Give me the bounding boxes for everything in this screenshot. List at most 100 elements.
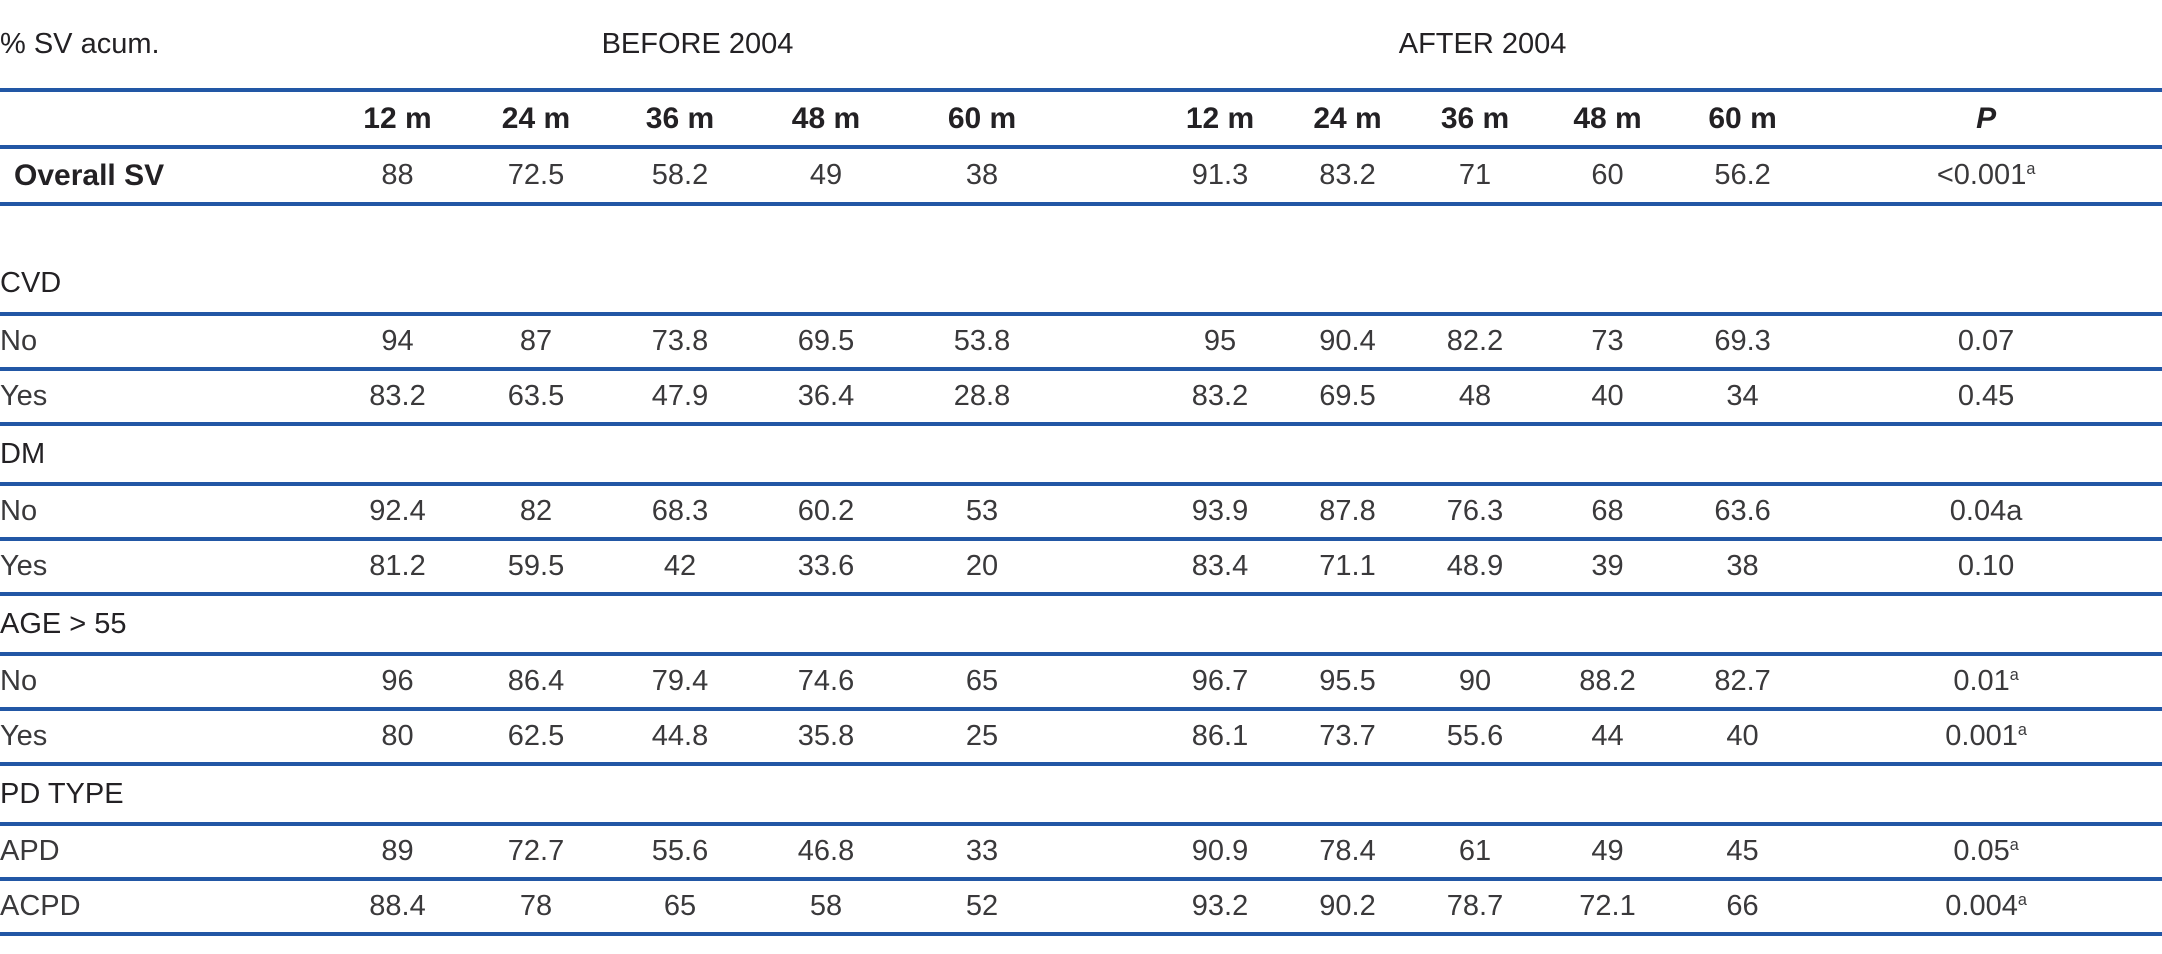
p-value: 0.001a — [1810, 709, 2162, 766]
cell-before-24m: 72.5 — [465, 147, 607, 206]
cell-after-12m: 93.2 — [1155, 879, 1286, 936]
cell-after-60m: 38 — [1675, 539, 1811, 596]
p-value: 0.45 — [1810, 369, 2162, 426]
cell-after-24m: 90.4 — [1285, 314, 1411, 371]
cell-before-24m: 62.5 — [465, 709, 607, 766]
col-header-after-48m: 48 m — [1540, 90, 1676, 149]
cell-after-36m: 61 — [1410, 824, 1541, 881]
row-label: Overall SV — [0, 147, 330, 206]
cell-before-48m: 36.4 — [753, 369, 899, 426]
cell-before-48m: 58 — [753, 879, 899, 936]
col-header-before-48m: 48 m — [753, 90, 899, 149]
cell-after-24m: 90.2 — [1285, 879, 1411, 936]
row-label: Yes — [0, 369, 330, 426]
cell-after-48m: 73 — [1540, 314, 1676, 371]
col-header-p: P — [1810, 90, 2162, 149]
p-value-text: 0.004 — [1945, 890, 2018, 922]
cell-after-12m: 90.9 — [1155, 824, 1286, 881]
cell-before-12m: 80 — [330, 709, 465, 766]
p-value-superscript: a — [2017, 890, 2027, 909]
cell-after-12m: 86.1 — [1155, 709, 1286, 766]
table-row: APD 89 72.7 55.6 46.8 33 90.9 78.4 61 49 45 0.05a — [0, 824, 2162, 881]
cell-after-60m: 69.3 — [1675, 314, 1811, 371]
col-header-after-60m: 60 m — [1675, 90, 1811, 149]
p-value-text: <0.001 — [1936, 159, 2027, 191]
cell-after-60m: 63.6 — [1675, 484, 1811, 541]
row-gap-cell — [1065, 369, 1156, 426]
cell-after-60m: 66 — [1675, 879, 1811, 936]
cell-after-12m: 93.9 — [1155, 484, 1286, 541]
cell-after-60m: 45 — [1675, 824, 1811, 881]
row-gap-cell — [1065, 314, 1156, 371]
cell-after-12m: 83.4 — [1155, 539, 1286, 596]
cell-before-60m: 28.8 — [899, 369, 1066, 426]
table-title: % SV acum. — [0, 0, 330, 92]
cell-before-12m: 92.4 — [330, 484, 465, 541]
p-value: 0.01a — [1810, 654, 2162, 711]
cell-after-48m: 49 — [1540, 824, 1676, 881]
p-value-text: 0.001 — [1945, 720, 2018, 752]
cell-before-48m: 35.8 — [753, 709, 899, 766]
cell-after-24m: 73.7 — [1285, 709, 1411, 766]
section-row: PD TYPE — [0, 764, 2162, 826]
cell-after-12m: 83.2 — [1155, 369, 1286, 426]
p-value-text: 0.07 — [1957, 325, 2015, 357]
cell-before-60m: 25 — [899, 709, 1066, 766]
cell-after-48m: 39 — [1540, 539, 1676, 596]
section-row: DM — [0, 424, 2162, 486]
table-row: No 92.4 82 68.3 60.2 53 93.9 87.8 76.3 68 63.6 0.04… — [0, 484, 2162, 541]
group-header-before: BEFORE 2004 — [330, 0, 1066, 92]
cell-after-60m: 34 — [1675, 369, 1811, 426]
table-row: No 96 86.4 79.4 74.6 65 96.7 95.5 90 88.2 82.7 0.01… — [0, 654, 2162, 711]
cell-after-48m: 88.2 — [1540, 654, 1676, 711]
p-value: 0.07 — [1810, 314, 2162, 371]
cell-before-60m: 53 — [899, 484, 1066, 541]
p-value-superscript: a — [2009, 665, 2019, 684]
table-row: ACPD 88.4 78 65 58 52 93.2 90.2 78.7 72.1 66 0.004a — [0, 879, 2162, 936]
cell-before-48m: 74.6 — [753, 654, 899, 711]
cell-after-24m: 71.1 — [1285, 539, 1411, 596]
cell-before-36m: 44.8 — [607, 709, 753, 766]
row-label: No — [0, 654, 330, 711]
p-value: 0.05a — [1810, 824, 2162, 881]
cell-before-48m: 60.2 — [753, 484, 899, 541]
p-value-text: 0.05 — [1953, 835, 2010, 867]
cell-after-12m: 91.3 — [1155, 147, 1286, 206]
cell-before-36m: 47.9 — [607, 369, 753, 426]
cell-before-48m: 49 — [753, 147, 899, 206]
cell-after-12m: 96.7 — [1155, 654, 1286, 711]
cell-before-36m: 79.4 — [607, 654, 753, 711]
col-header-before-24m: 24 m — [465, 90, 607, 149]
cell-after-48m: 60 — [1540, 147, 1676, 206]
p-value: 0.04a — [1810, 484, 2162, 541]
table-row: Overall SV 88 72.5 58.2 49 38 91.3 83.2 71 60 56.2… — [0, 147, 2162, 206]
cell-before-48m: 33.6 — [753, 539, 899, 596]
cell-before-36m: 58.2 — [607, 147, 753, 206]
subheader-gap — [1065, 90, 1156, 149]
cell-before-48m: 46.8 — [753, 824, 899, 881]
cell-before-12m: 88.4 — [330, 879, 465, 936]
table-body: Overall SV 88 72.5 58.2 49 38 91.3 83.2 71 60 56.2… — [0, 147, 2162, 936]
cell-after-24m: 78.4 — [1285, 824, 1411, 881]
spacer-cell — [0, 204, 2162, 254]
p-value: 0.004a — [1810, 879, 2162, 936]
cell-before-12m: 83.2 — [330, 369, 465, 426]
row-gap-cell — [1065, 824, 1156, 881]
section-row: CVD — [0, 254, 2162, 316]
p-value-text: 0.04a — [1949, 495, 2023, 527]
cell-before-60m: 52 — [899, 879, 1066, 936]
table-row: Yes 83.2 63.5 47.9 36.4 28.8 83.2 69.5 48 40 34 0.4… — [0, 369, 2162, 426]
row-label: No — [0, 314, 330, 371]
cell-before-12m: 96 — [330, 654, 465, 711]
p-value-text: 0.10 — [1957, 550, 2015, 582]
cell-before-24m: 86.4 — [465, 654, 607, 711]
cell-before-60m: 20 — [899, 539, 1066, 596]
cell-after-60m: 82.7 — [1675, 654, 1811, 711]
row-label: ACPD — [0, 879, 330, 936]
cell-after-24m: 95.5 — [1285, 654, 1411, 711]
cell-after-36m: 90 — [1410, 654, 1541, 711]
cell-after-36m: 55.6 — [1410, 709, 1541, 766]
col-header-after-12m: 12 m — [1155, 90, 1286, 149]
col-header-before-36m: 36 m — [607, 90, 753, 149]
group-header-row: % SV acum. BEFORE 2004 AFTER 2004 — [0, 0, 2162, 92]
